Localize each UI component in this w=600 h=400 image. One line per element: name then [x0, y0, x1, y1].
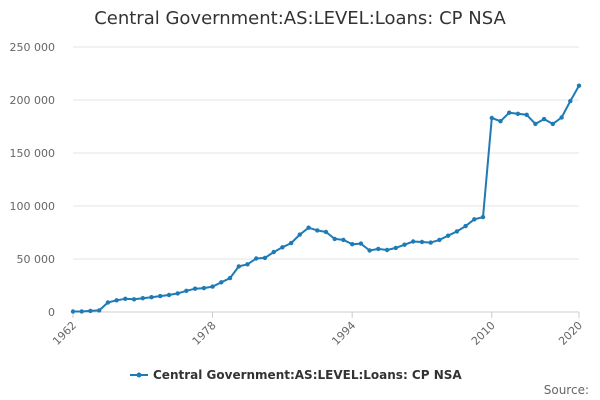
data-point: [70, 309, 76, 314]
data-point: [411, 239, 416, 244]
source-label: Source:: [544, 383, 589, 397]
legend-label: Central Government:AS:LEVEL:Loans: CP NS…: [153, 368, 462, 382]
y-tick-label: 50 000: [17, 253, 56, 266]
data-point: [559, 115, 564, 120]
data-point: [123, 296, 128, 301]
data-point: [376, 246, 381, 252]
data-point: [219, 280, 224, 285]
data-point: [254, 256, 259, 261]
data-point: [541, 116, 547, 122]
data-point: [227, 275, 233, 281]
y-tick-label: 200 000: [10, 94, 56, 107]
data-point: [166, 292, 172, 298]
y-axis-ticks: 0 50 000 100 000 150 000 200 000 250 000: [10, 41, 56, 319]
plot-area: [70, 83, 582, 314]
x-tick-label: 2020: [556, 319, 585, 348]
data-point: [445, 233, 451, 238]
data-point: [454, 229, 460, 234]
data-point: [158, 293, 163, 299]
data-point: [288, 240, 294, 246]
data-point: [175, 291, 180, 296]
data-point: [350, 242, 355, 247]
data-point: [550, 121, 555, 127]
data-point: [105, 300, 111, 305]
data-point: [297, 232, 302, 237]
data-point: [428, 240, 433, 245]
data-point: [507, 110, 512, 115]
data-point: [576, 83, 582, 88]
data-point: [472, 217, 477, 222]
x-tick-label: 1978: [190, 319, 219, 348]
data-point: [192, 286, 198, 291]
data-point: [323, 229, 329, 235]
data-point: [131, 297, 137, 302]
data-point: [140, 296, 145, 301]
y-tick-label: 100 000: [10, 200, 56, 213]
data-point: [533, 121, 538, 127]
data-point: [419, 239, 425, 245]
data-point: [367, 248, 372, 253]
data-point: [515, 111, 521, 117]
x-axis-ticks: 1962 1978 1994 2010 2020: [50, 312, 585, 348]
data-point: [437, 237, 442, 243]
data-point: [236, 264, 241, 269]
legend-point-marker: [136, 372, 142, 378]
data-point: [306, 225, 311, 230]
data-point: [280, 245, 285, 250]
data-point: [210, 284, 215, 289]
data-point: [97, 308, 102, 313]
data-point: [384, 247, 390, 253]
data-point: [271, 249, 276, 255]
data-point: [393, 245, 398, 251]
data-point: [201, 285, 207, 291]
data-point: [184, 288, 189, 293]
data-point: [524, 112, 529, 118]
series-line: [73, 85, 580, 313]
data-point: [402, 242, 407, 247]
data-point: [332, 236, 337, 242]
y-tick-label: 0: [48, 306, 55, 319]
data-point: [489, 115, 494, 121]
data-point: [315, 228, 320, 233]
data-point: [480, 214, 486, 220]
data-point: [245, 262, 250, 267]
data-point: [341, 237, 346, 243]
gridlines: [73, 46, 579, 260]
y-tick-label: 250 000: [10, 41, 56, 54]
x-tick-label: 2010: [469, 319, 498, 348]
x-tick-label: 1962: [50, 319, 79, 348]
data-point: [358, 241, 364, 246]
data-point: [114, 298, 119, 303]
x-tick-label: 1994: [329, 319, 358, 348]
legend[interactable]: Central Government:AS:LEVEL:Loans: CP NS…: [130, 368, 462, 382]
data-point: [79, 309, 84, 314]
data-point: [88, 308, 93, 314]
data-point: [149, 295, 154, 300]
data-point: [463, 223, 468, 229]
data-point: [262, 255, 268, 261]
data-point: [498, 119, 503, 124]
data-point: [568, 98, 573, 104]
chart-title: Central Government:AS:LEVEL:Loans: CP NS…: [94, 8, 506, 29]
y-tick-label: 150 000: [10, 147, 56, 160]
